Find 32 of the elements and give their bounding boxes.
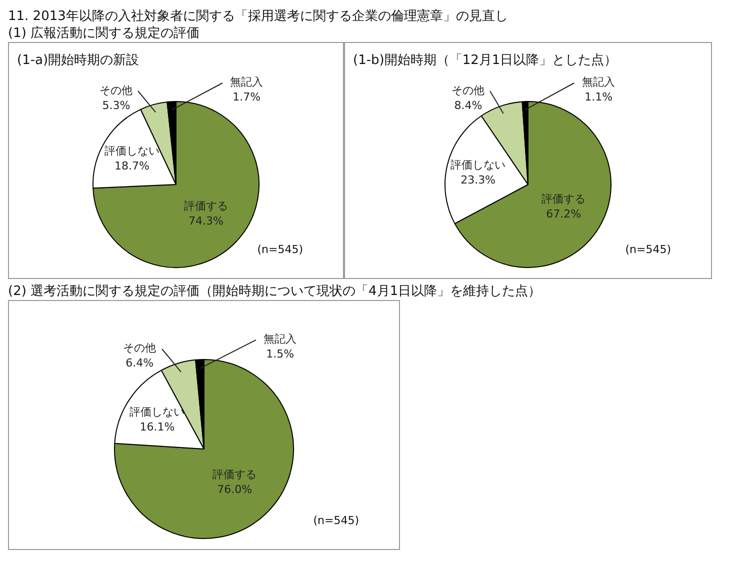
slice-label: 無記入: [264, 332, 297, 346]
data-label: 8.4%: [454, 98, 482, 112]
text: (2) 選考活動に関する規定の評価（開始時期について現状の「4月1日以降」を維持した点）: [8, 283, 542, 300]
text: (n=545): [625, 243, 671, 256]
data-label: 76.0%: [217, 483, 252, 496]
data-label: 1.5%: [266, 348, 294, 361]
slice-label: その他: [123, 342, 156, 355]
data-label: 16.1%: [140, 420, 175, 434]
chart-title: (1-a)開始時期の新設: [17, 52, 140, 69]
slice-label: 無記入: [582, 76, 616, 89]
slice-label: 評価しない: [130, 406, 185, 419]
slice-label: その他: [100, 84, 133, 97]
slice-label: 無記入: [230, 76, 264, 89]
data-label: 1.1%: [584, 90, 613, 104]
data-label: 6.4%: [126, 356, 154, 370]
data-label: 67.2%: [546, 207, 582, 220]
data-label: 74.3%: [188, 214, 224, 228]
data-label: 1.7%: [232, 90, 261, 104]
text: 11. 2013年以降の入社対象者に関する「採用選考に関する企業の倫理憲章」の見直し: [8, 8, 509, 25]
slice-label: 評価する: [212, 468, 257, 482]
slice-label: 評価する: [542, 192, 586, 206]
data-label: 5.3%: [102, 98, 130, 112]
text: (n=545): [257, 243, 303, 256]
data-label: 18.7%: [114, 159, 150, 172]
chart-title: (1-b)開始時期（「12月1日以降」とした点）: [353, 52, 618, 69]
slice-label: 評価する: [184, 200, 228, 213]
slice-label: 評価しない: [104, 144, 160, 158]
data-label: 23.3%: [460, 174, 496, 187]
slice-label: 評価しない: [450, 158, 506, 172]
text: (n=545): [313, 514, 359, 527]
text: (1) 広報活動に関する規定の評価: [8, 25, 201, 42]
slice-label: その他: [452, 84, 485, 97]
